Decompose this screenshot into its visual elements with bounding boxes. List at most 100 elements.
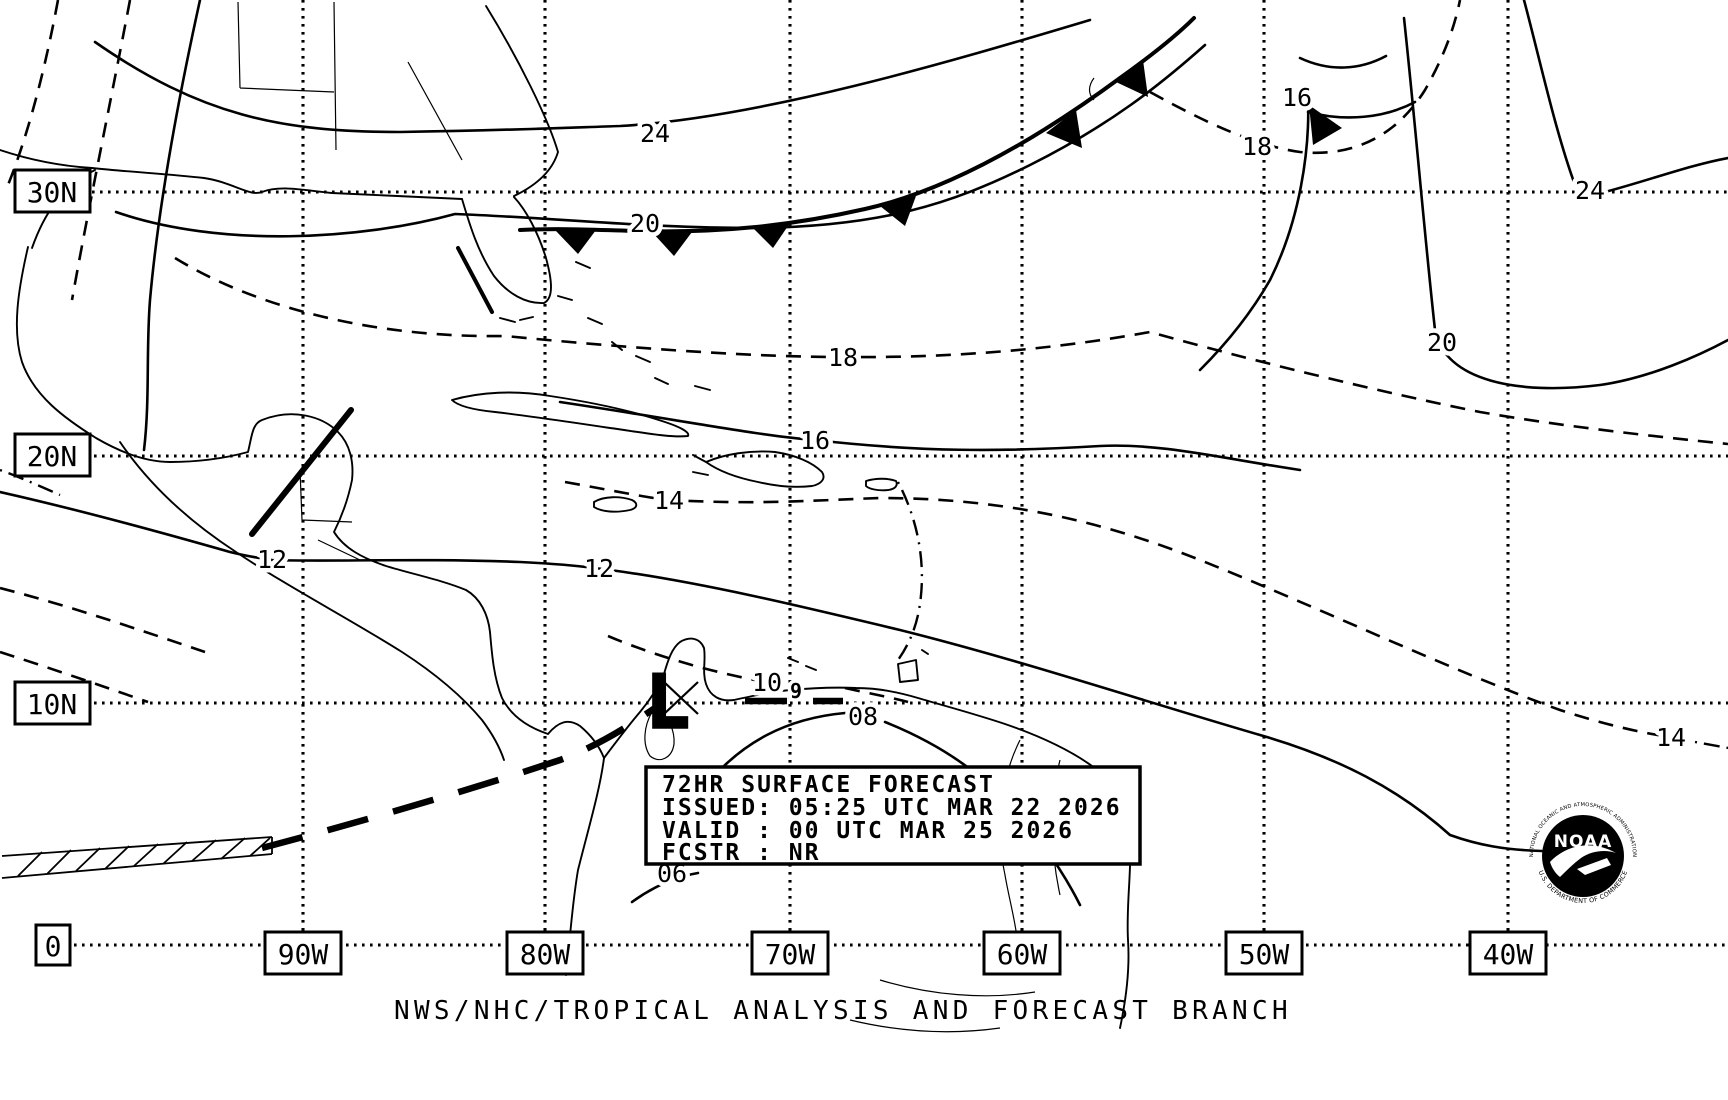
cold-front-triangle-icon: [1309, 105, 1342, 145]
contour-10: [607, 634, 909, 704]
longitude-label-50w: 50W: [1239, 938, 1290, 971]
troughs: [1, 407, 843, 879]
contour-14-middle: [564, 480, 1672, 739]
contour-label: 9: [790, 679, 802, 703]
cold-front-triangle-icon: [1046, 110, 1082, 148]
latitude-label-10n: 10N: [27, 688, 78, 721]
label-box: [505, 930, 585, 976]
hatched-shear-band: [1, 836, 273, 879]
forecast-box-title: 72HR SURFACE FORECAST: [662, 772, 995, 798]
latitude-label-30n: 30N: [27, 176, 78, 209]
contour-label: 20: [1427, 328, 1457, 357]
contour-label: 20: [630, 209, 660, 238]
cold-front-florida-segment: [456, 246, 494, 314]
us-state-borders: [237, 1, 463, 161]
contour-18-east: [1149, 0, 1462, 155]
contour-label: 08: [848, 702, 878, 731]
low-pressure-marker: L: [644, 658, 699, 746]
contour-24-west: [93, 18, 1092, 134]
latitude-label-20n: 20N: [27, 440, 78, 473]
cold-front-line: [518, 16, 1196, 234]
footer-title: NWS/NHC/TROPICAL ANALYSIS AND FORECAST B…: [394, 996, 1292, 1026]
coast-puerto-rico: [865, 477, 898, 492]
contour-label: 16: [1282, 83, 1312, 112]
latitude-labels: 30N 20N 10N 0: [13, 168, 92, 967]
longitude-label-70w: 70W: [765, 938, 816, 971]
contour-dashed-epac: [0, 586, 206, 704]
contour-12-long: [0, 490, 1544, 853]
longitude-label-60w: 60W: [997, 938, 1048, 971]
longitude-label-40w: 40W: [1483, 938, 1534, 971]
label-box: [750, 930, 830, 976]
forecast-box-frame: [644, 765, 1142, 866]
contour-labels: 24 20 18 16 14 12 12 10 9 08 06 16 18 24…: [252, 79, 1690, 893]
low-symbol: L: [646, 660, 689, 744]
low-position-x-icon: [663, 681, 699, 715]
contour-06: [630, 871, 700, 904]
label-box: [1468, 930, 1548, 976]
contour-14-tail: [1694, 740, 1728, 750]
noaa-seagull-icon: [1550, 845, 1616, 877]
trough-line: [249, 407, 354, 537]
contour-label: 24: [640, 119, 670, 148]
latitude-label-0: 0: [45, 930, 62, 963]
coast-us-gulf: [0, 149, 463, 200]
trough-dashed-axis: [261, 705, 657, 852]
contour-label: 18: [1242, 132, 1272, 161]
contour-18-middle: [174, 256, 1728, 446]
contour-label: 18: [828, 343, 858, 372]
label-box: [982, 930, 1062, 976]
cold-front-triangle-icon: [556, 230, 596, 254]
label-box: [13, 432, 92, 478]
cold-front-triangle-icon: [752, 223, 790, 248]
longitude-labels: 90W 80W 70W 60W 50W 40W: [263, 930, 1548, 976]
contour-label: 16: [800, 426, 830, 455]
label-box: [13, 680, 92, 726]
contour-label: 12: [257, 545, 287, 574]
coast-pacific: [119, 441, 505, 761]
longitude-label-80w: 80W: [520, 938, 571, 971]
cold-front-triangle-icon: [1116, 60, 1148, 97]
forecast-box-valid: VALID : 00 UTC MAR 25 2026: [662, 818, 1074, 844]
contour-label: 14: [1656, 723, 1686, 752]
noaa-seagull-wing: [1577, 858, 1611, 875]
label-box: [263, 930, 343, 976]
label-box: [13, 168, 92, 214]
coast-trinidad: [897, 659, 919, 683]
forecast-box-forecaster: FCSTR : NR: [662, 840, 820, 866]
lake-maracaibo: [644, 709, 675, 761]
coast-hispaniola: [692, 450, 825, 488]
label-box: [1224, 930, 1304, 976]
coast-florida-keys: [499, 316, 534, 323]
forecast-info-box: 72HR SURFACE FORECAST ISSUED: 05:25 UTC …: [644, 765, 1142, 866]
contour-dashed-northwest: [6, 0, 132, 301]
coast-florida: [461, 196, 552, 304]
contour-20-east: [1402, 16, 1728, 390]
label-box: [34, 923, 72, 967]
contour-24-east: [1522, 0, 1728, 194]
cold-front-triangle-icon: [880, 196, 916, 226]
contour-solid-mexico: [142, 0, 202, 452]
coast-abc-islands: [787, 649, 929, 671]
noaa-acronym: NOAA: [1554, 832, 1613, 852]
secondary-front-line: [1198, 96, 1310, 372]
coast-cuba: [451, 391, 690, 438]
coast-jamaica: [593, 496, 638, 513]
contour-dashdot-west-edge: [0, 468, 61, 497]
cold-front-triangle-icon: [652, 232, 692, 256]
forecast-box-issued: ISSUED: 05:25 UTC MAR 22 2026: [662, 795, 1122, 821]
contour-lines: [0, 0, 1728, 907]
contour-label: 12: [584, 554, 614, 583]
contour-16-middle: [558, 400, 1302, 472]
contour-label: 10: [752, 668, 782, 697]
cold-front: [456, 16, 1342, 372]
contour-label: 14: [654, 486, 684, 515]
coast-us-atlantic: [485, 5, 559, 197]
central-america-borders: [299, 469, 361, 561]
contour-label: 24: [1575, 176, 1605, 205]
coast-central-america: [15, 246, 605, 759]
longitude-label-90w: 90W: [278, 938, 329, 971]
